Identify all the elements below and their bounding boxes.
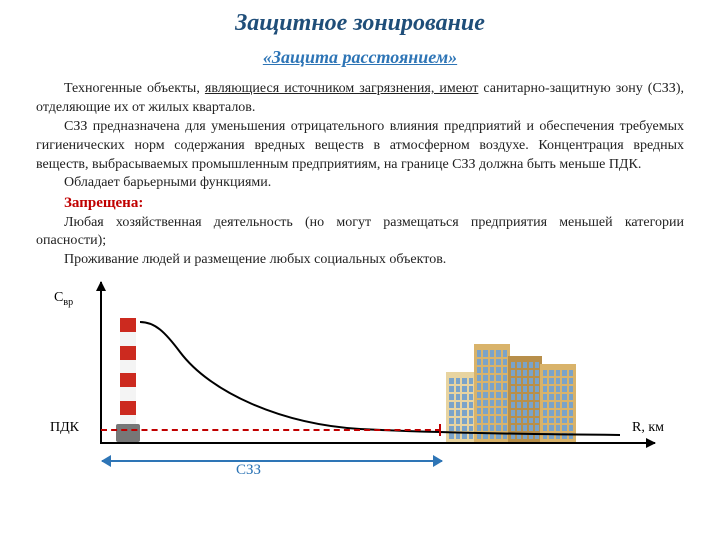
x-axis bbox=[100, 442, 655, 444]
paragraph-5: Проживание людей и размещение любых соци… bbox=[36, 251, 684, 270]
szz-arrow bbox=[102, 454, 442, 468]
building-block bbox=[474, 344, 510, 442]
y-axis-label: Свр bbox=[54, 290, 73, 308]
y-label-sub: вр bbox=[63, 297, 73, 308]
paragraph-2: СЗЗ предназначена для уменьшения отрицат… bbox=[36, 118, 684, 175]
paragraph-4: Любая хозяйственная деятельность (но мог… bbox=[36, 214, 684, 252]
chimney-band bbox=[120, 318, 136, 332]
paragraph-1: Техногенные объекты, являющиеся источник… bbox=[36, 80, 684, 118]
pdk-label: ПДК bbox=[50, 420, 79, 436]
p1-pre: Техногенные объекты, bbox=[64, 81, 205, 96]
chimney-band bbox=[120, 332, 136, 346]
chimney-band bbox=[120, 360, 136, 374]
szz-arrow-head-left bbox=[101, 455, 111, 467]
p1-underlined: являющиеся источником загрязнения, имеют bbox=[205, 81, 478, 96]
building-icon bbox=[446, 344, 576, 442]
y-axis bbox=[100, 282, 102, 442]
y-label-main: С bbox=[54, 290, 63, 305]
pdk-tick bbox=[439, 424, 441, 436]
paragraph-3: Обладает барьерными функциями. bbox=[36, 174, 684, 193]
chimney-icon bbox=[116, 318, 140, 442]
page-subtitle: «Защита расстоянием» bbox=[0, 47, 720, 68]
concentration-curve bbox=[100, 282, 660, 442]
building-block bbox=[508, 356, 542, 442]
pdk-dashed-line bbox=[101, 429, 441, 431]
chimney-band bbox=[120, 401, 136, 415]
forbidden-label: Запрещена: bbox=[36, 193, 684, 213]
x-axis-label: R, км bbox=[632, 420, 664, 436]
diagram: Свр ПДК R, км СЗЗ bbox=[36, 282, 684, 482]
building-block bbox=[540, 364, 576, 442]
chimney-base bbox=[116, 424, 140, 442]
page-title: Защитное зонирование bbox=[0, 0, 720, 37]
chimney-band bbox=[120, 346, 136, 360]
chimney-band bbox=[120, 373, 136, 387]
szz-label: СЗЗ bbox=[236, 462, 261, 479]
chimney-band bbox=[120, 387, 136, 401]
szz-arrow-head-right bbox=[433, 455, 443, 467]
building-block bbox=[446, 372, 476, 442]
body-text: Техногенные объекты, являющиеся источник… bbox=[0, 80, 720, 270]
szz-arrow-line bbox=[102, 460, 442, 462]
